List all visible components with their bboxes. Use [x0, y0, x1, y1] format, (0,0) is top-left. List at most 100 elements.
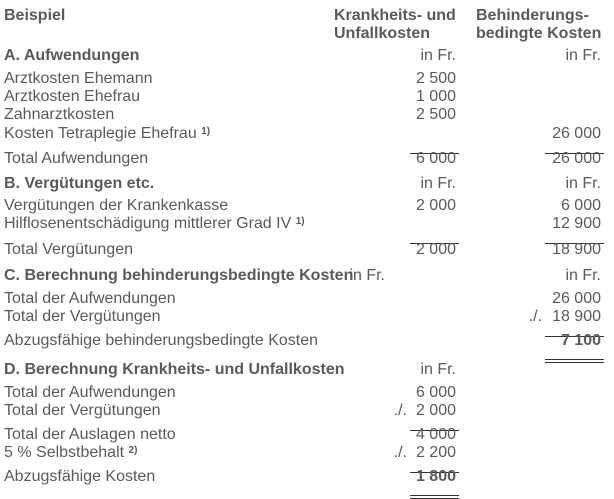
row-label: A. Aufwendungen [4, 47, 139, 65]
behinderungskosten-value: in Fr. [545, 175, 604, 193]
krankheitskosten-value: 1 800 [410, 468, 459, 499]
amount: in Fr. [565, 267, 601, 284]
amount: 12 900 [552, 215, 601, 232]
minus-prefix: ./. [393, 402, 407, 419]
row-label-text: D. Berechnung Krankheits- und Unfallkost… [4, 361, 345, 378]
row-label: Total der Auslagen netto [4, 426, 176, 444]
amount: 26 000 [552, 290, 601, 307]
amount: 18 900 [552, 241, 601, 258]
row-label: Total der Vergütungen [4, 308, 161, 326]
amount: 2 000 [415, 402, 456, 419]
row-label-text: Vergütungen der Krankenkasse [4, 197, 229, 214]
krankheitskosten-value: 4 000 [410, 426, 459, 444]
krankheitskosten-value [410, 125, 459, 154]
row-label: Zahnarztkosten [4, 106, 114, 124]
total-row: Total Vergütungen 2 000 18 900 [0, 241, 614, 259]
row-label-text: Total der Vergütungen [4, 308, 161, 325]
minus-prefix: ./. [393, 444, 407, 461]
row-label-text: Total der Aufwendungen [4, 384, 176, 401]
behinderungskosten-value: in Fr. [545, 267, 604, 285]
section-heading: D. Berechnung Krankheits- und Unfallkost… [0, 361, 614, 379]
row-label: Abzugsfähige behinderungsbedingte Kosten [4, 332, 318, 350]
footnote-ref: 1) [295, 216, 305, 227]
row-label-text: Arztkosten Ehemann [4, 70, 153, 87]
row-label: Total der Vergütungen [4, 402, 161, 420]
section-heading: A. Aufwendungen in Fr. in Fr. [0, 47, 614, 65]
amount: in Fr. [420, 361, 456, 378]
table-row: Kosten Tetraplegie Ehefrau 1) 26 000 [0, 125, 614, 154]
minus-prefix: ./. [528, 308, 542, 325]
row-label-text: Total der Auslagen netto [4, 426, 176, 443]
amount: 26 000 [552, 125, 601, 142]
table-row: Total der Vergütungen 2 000 ./. [0, 402, 614, 431]
row-label: Total Aufwendungen [4, 150, 148, 168]
row-label: Abzugsfähige Kosten [4, 468, 155, 486]
section-heading: C. Berechnung behinderungsbedingte Koste… [0, 267, 614, 285]
amount: in Fr. [420, 47, 456, 64]
krankheitskosten-value: 2 000 ./. [394, 402, 459, 431]
amount: 2 000 [415, 241, 456, 258]
behinderungskosten-value: 12 900 [545, 215, 604, 244]
section-heading: B. Vergütungen etc. in Fr. in Fr. [0, 175, 614, 193]
krankheitskosten-value: 2 500 [410, 106, 459, 124]
row-label-text: Zahnarztkosten [4, 106, 115, 123]
row-label-text: Total Aufwendungen [4, 150, 149, 167]
krankheitskosten-value: 6 000 [410, 150, 459, 168]
footnote-ref: 2) [128, 445, 138, 456]
amount: 26 000 [552, 150, 601, 167]
behinderungskosten-value: 18 900 [545, 241, 604, 259]
header-line: Krankheits- und [334, 7, 456, 24]
row-label-text: Hilflosenentschädigung mittlerer Grad IV [4, 215, 292, 232]
table-row: Total der Aufwendungen 6 000 [0, 384, 614, 402]
krankheitskosten-value: in Fr. [340, 175, 459, 193]
amount: 6 000 [415, 150, 456, 167]
amount: 4 000 [415, 426, 456, 443]
header-line: Unfallkosten [334, 25, 431, 42]
header-line: bedingte Kosten [476, 25, 602, 42]
row-label-text: C. Berechnung behinderungsbedingte Koste… [4, 267, 354, 284]
row-label: Total Vergütungen [4, 241, 133, 259]
row-label: Kosten Tetraplegie Ehefrau 1) [4, 125, 210, 143]
krankheitskosten-value: 2 500 [410, 70, 459, 88]
krankheitskosten-value: 1 000 [410, 88, 459, 106]
amount: 2 200 [415, 444, 456, 461]
row-label-text: A. Aufwendungen [4, 47, 140, 64]
table-row: Arztkosten Ehefrau 1 000 [0, 88, 614, 106]
behinderungskosten-value: 18 900 ./. [529, 308, 604, 337]
table-row: Total der Aufwendungen 26 000 [0, 290, 614, 308]
row-label: Arztkosten Ehefrau [4, 88, 140, 106]
amount: 2 000 [415, 197, 456, 214]
row-label: Vergütungen der Krankenkasse [4, 197, 228, 215]
row-label: 5 % Selbstbehalt 2) [4, 444, 137, 462]
row-label-text: B. Vergütungen etc. [4, 175, 155, 192]
table-row: Hilflosenentschädigung mittlerer Grad IV… [0, 215, 614, 244]
amount: 18 900 [552, 308, 601, 325]
row-label: B. Vergütungen etc. [4, 175, 154, 193]
header-line: Behinderungs- [476, 7, 589, 24]
header-col-behinderungskosten: Behinderungs- bedingte Kosten [476, 7, 601, 43]
amount: 2 500 [415, 70, 456, 87]
amount: 1 000 [415, 88, 456, 105]
row-label-text: 5 % Selbstbehalt [4, 444, 125, 461]
krankheitskosten-value [410, 215, 459, 244]
total-row: Abzugsfähige Kosten 1 800 [0, 468, 614, 499]
total-row: Total Aufwendungen 6 000 26 000 [0, 150, 614, 168]
amount: in Fr. [349, 267, 385, 284]
row-label: Arztkosten Ehemann [4, 70, 153, 88]
header-col-krankheitskosten: Krankheits- und Unfallkosten [334, 7, 456, 43]
row-label: Total der Aufwendungen [4, 290, 176, 308]
krankheitskosten-value: 2 000 [410, 197, 459, 215]
row-label: Total der Aufwendungen [4, 384, 176, 402]
footnote-ref: 1) [201, 126, 211, 137]
row-label-text: Total der Aufwendungen [4, 290, 176, 307]
table-row: Arztkosten Ehemann 2 500 [0, 70, 614, 88]
row-label: C. Berechnung behinderungsbedingte Koste… [4, 267, 353, 285]
krankheitskosten-value: in Fr. [300, 267, 388, 285]
row-label-text: Kosten Tetraplegie Ehefrau [4, 125, 197, 142]
behinderungskosten-value: 7 100 [545, 332, 604, 363]
table-row: Total der Auslagen netto 4 000 [0, 426, 614, 444]
table-row: Zahnarztkosten 2 500 [0, 106, 614, 124]
header-label: Beispiel [4, 7, 66, 24]
behinderungskosten-value: 26 000 [545, 150, 604, 168]
total-row: Abzugsfähige behinderungsbedingte Kosten… [0, 332, 614, 363]
